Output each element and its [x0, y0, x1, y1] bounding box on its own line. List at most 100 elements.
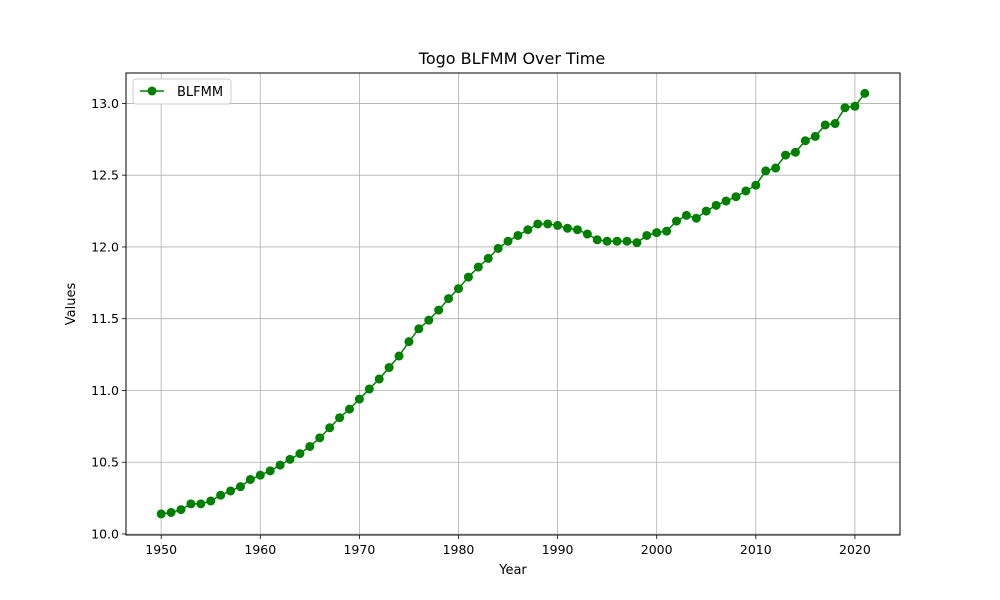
x-tick-label: 1950: [145, 542, 177, 557]
data-point: [325, 423, 335, 433]
data-point: [810, 131, 820, 141]
data-point: [652, 228, 662, 238]
data-point: [602, 236, 612, 246]
y-tick-label: 10.0: [91, 526, 119, 541]
data-point: [424, 315, 434, 325]
data-point: [255, 470, 265, 480]
data-point: [493, 243, 503, 253]
data-point: [513, 230, 523, 240]
data-point: [860, 88, 870, 98]
data-point: [394, 351, 404, 361]
data-point: [563, 223, 573, 233]
data-point: [711, 200, 721, 210]
data-point: [543, 219, 553, 229]
data-point: [265, 466, 275, 476]
data-point: [503, 236, 513, 246]
data-point: [364, 384, 374, 394]
data-point: [483, 253, 493, 263]
data-point: [790, 147, 800, 157]
data-point: [781, 150, 791, 160]
data-point: [453, 284, 463, 294]
data-point: [642, 230, 652, 240]
data-point: [463, 272, 473, 282]
data-point: [275, 460, 285, 470]
x-tick-label: 1980: [443, 542, 475, 557]
grid-lines: [126, 73, 900, 535]
chart-title: Togo BLFMM Over Time: [418, 49, 605, 68]
data-point: [374, 374, 384, 384]
data-point: [681, 210, 691, 220]
x-axis-label: Year: [498, 563, 527, 578]
data-point: [404, 337, 414, 347]
data-point: [186, 499, 196, 509]
y-tick-label: 11.0: [91, 383, 119, 398]
data-point: [176, 505, 186, 515]
plot-frame: [125, 72, 901, 536]
data-point: [731, 192, 741, 202]
data-point: [622, 236, 632, 246]
plot-series: [156, 88, 870, 519]
data-point: [245, 474, 255, 484]
data-point: [523, 225, 533, 235]
data-point: [444, 294, 454, 304]
data-point: [315, 433, 325, 443]
data-point: [305, 441, 315, 451]
data-point: [701, 206, 711, 216]
data-point: [285, 454, 295, 464]
y-tick-label: 10.5: [91, 455, 119, 470]
legend-entry-label: BLFMM: [177, 85, 223, 100]
data-point: [335, 413, 345, 423]
x-tick-label: 2000: [641, 542, 673, 557]
data-point: [572, 225, 582, 235]
data-point: [800, 136, 810, 146]
data-point: [672, 216, 682, 226]
data-point: [553, 220, 563, 230]
data-point: [761, 166, 771, 176]
data-point: [434, 305, 444, 315]
x-tick-label: 1990: [542, 542, 574, 557]
legend: BLFMM: [132, 78, 232, 105]
data-point: [612, 236, 622, 246]
legend-box: [132, 78, 232, 105]
y-axis-ticks: 10.0 10.5 11.0 11.5 12.0 12.5 13.0: [91, 96, 126, 541]
y-tick-label: 12.5: [91, 168, 119, 183]
data-point: [414, 324, 424, 334]
y-tick-label: 11.5: [91, 311, 119, 326]
data-point: [820, 120, 830, 130]
data-point: [632, 238, 642, 248]
x-tick-label: 1960: [244, 542, 276, 557]
legend-marker-swatch: [147, 86, 157, 96]
data-point: [582, 229, 592, 239]
data-point: [830, 119, 840, 129]
x-axis-ticks: 1950 1960 1970 1980 1990 2000 2010 2020: [145, 535, 871, 557]
y-axis-label: Values: [64, 283, 79, 326]
data-point: [533, 219, 543, 229]
data-point: [344, 404, 354, 414]
x-tick-label: 1970: [343, 542, 375, 557]
data-point: [691, 213, 701, 223]
data-point: [156, 509, 166, 519]
data-point: [721, 196, 731, 206]
data-point: [384, 363, 394, 373]
data-point: [840, 103, 850, 113]
y-tick-label: 12.0: [91, 239, 119, 254]
data-point: [206, 496, 216, 506]
data-point: [196, 499, 206, 509]
y-tick-label: 13.0: [91, 96, 119, 111]
data-point: [751, 180, 761, 190]
data-point: [473, 262, 483, 272]
data-point: [235, 482, 245, 492]
x-tick-label: 2020: [839, 542, 871, 557]
data-point: [592, 235, 602, 245]
data-point: [354, 394, 364, 404]
x-tick-label: 2010: [740, 542, 772, 557]
data-point: [771, 163, 781, 173]
data-point: [850, 101, 860, 111]
data-point: [226, 486, 236, 496]
data-point: [662, 226, 672, 236]
data-point: [216, 490, 226, 500]
data-point: [741, 186, 751, 196]
data-point: [295, 449, 305, 459]
data-point: [166, 507, 176, 517]
